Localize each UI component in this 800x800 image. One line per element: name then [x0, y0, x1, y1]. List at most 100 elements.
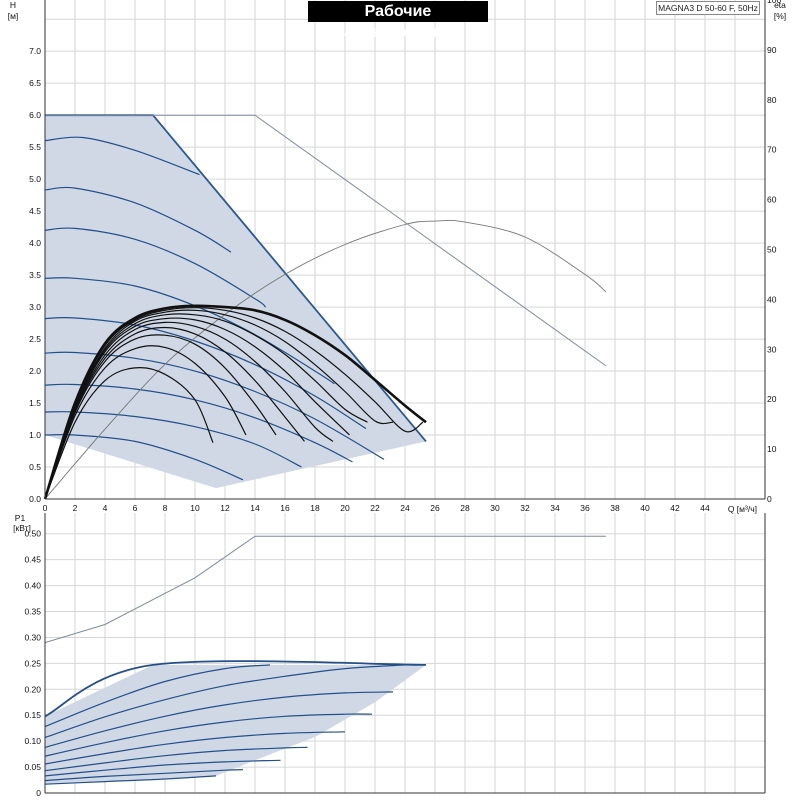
y-axis-label-power: P1 — [15, 513, 26, 523]
power-speed-curve — [44, 664, 271, 728]
x-tick-label: 8 — [163, 503, 168, 513]
eta-tick-label: 70 — [767, 145, 777, 155]
power-tick-label: 0.30 — [24, 632, 41, 642]
x-tick-label: 38 — [610, 503, 620, 513]
y-axis-unit-head: [м] — [8, 11, 19, 21]
x-tick-label: 20 — [340, 503, 350, 513]
power-tick-label: 0.35 — [24, 607, 41, 617]
head-tick-label: 4.5 — [29, 206, 41, 216]
chart-title: Рабочие характеристики — [308, 1, 488, 41]
x-tick-label: 26 — [430, 503, 440, 513]
head-system-curve — [44, 317, 350, 500]
head-tick-label: 3.5 — [29, 270, 41, 280]
power-tick-label: 0.10 — [24, 736, 41, 746]
x-tick-label: 42 — [670, 503, 680, 513]
eta-tick-label: 0 — [767, 494, 772, 504]
x-tick-label: 12 — [220, 503, 230, 513]
x-tick-label: 22 — [370, 503, 380, 513]
x-tick-label: 40 — [640, 503, 650, 513]
head-tick-label: 6.0 — [29, 110, 41, 120]
head-curves — [43, 114, 607, 500]
head-tick-label: 5.5 — [29, 142, 41, 152]
power-speed-curve — [44, 731, 346, 765]
eta-tick-label: 40 — [767, 294, 777, 304]
power-tick-label: 0.20 — [24, 684, 41, 694]
x-tick-label: 16 — [280, 503, 290, 513]
head-tick-label: 2.0 — [29, 366, 41, 376]
power-speed-curve — [44, 769, 244, 782]
head-speed-curve — [44, 136, 200, 176]
head-system-curve — [44, 309, 394, 500]
power-speed-curve — [44, 664, 406, 739]
eta-tick-label: 80 — [767, 95, 777, 105]
head-tick-label: 4.0 — [29, 238, 41, 248]
power-max-curve — [44, 535, 606, 644]
power-tick-label: 0.40 — [24, 581, 41, 591]
x-tick-label: 28 — [460, 503, 470, 513]
head-system-curve — [44, 326, 305, 500]
head-tick-label: 6.5 — [29, 78, 41, 88]
x-tick-label: 36 — [580, 503, 590, 513]
power-tick-label: 0 — [36, 788, 41, 798]
head-tick-label: 5.0 — [29, 174, 41, 184]
eta-tick-label: 60 — [767, 195, 777, 205]
head-tick-label: 3.0 — [29, 302, 41, 312]
x-tick-label: 34 — [550, 503, 560, 513]
tick-labels: 0 2 4 6 8 10 12 14 16 18 20 22 24 26 28 30 32 34 36 38 40 42 4… — [24, 0, 781, 798]
power-speed-curve — [44, 691, 394, 748]
x-tick-label: 44 — [700, 503, 710, 513]
x-tick-label: 4 — [103, 503, 108, 513]
head-tick-label: 0.5 — [29, 462, 41, 472]
x-tick-label: 2 — [73, 503, 78, 513]
power-tick-label: 0.15 — [24, 710, 41, 720]
x-axis-label-flow: Q [м³/ч] — [728, 504, 757, 514]
eta-tick-label: 100 — [767, 0, 781, 5]
head-speed-curve — [44, 317, 367, 430]
power-envelope — [45, 664, 426, 785]
head-tick-label: 1.0 — [29, 430, 41, 440]
power-tick-label: 0.05 — [24, 762, 41, 772]
eta-tick-label: 50 — [767, 245, 777, 255]
model-label: MAGNA3 D 50-60 F, 50Hz — [656, 1, 760, 15]
head-system-curve — [44, 334, 277, 500]
x-tick-label: 30 — [490, 503, 500, 513]
eta-tick-label: 30 — [767, 344, 777, 354]
head-tick-label: 7.0 — [29, 46, 41, 56]
x-tick-label: 24 — [400, 503, 410, 513]
x-tick-label: 6 — [133, 503, 138, 513]
head-speed-curve — [44, 351, 385, 460]
y2-axis-unit-eta: [%] — [774, 11, 786, 21]
head-system-curve — [44, 313, 368, 500]
x-tick-label: 14 — [250, 503, 260, 513]
eta-tick-label: 20 — [767, 394, 777, 404]
eta-tick-label: 90 — [767, 45, 777, 55]
x-tick-label: 32 — [520, 503, 530, 513]
power-tick-label: 0.50 — [24, 529, 41, 539]
power-tick-label: 0.45 — [24, 555, 41, 565]
y2-axis-label-eta: eta — [774, 0, 786, 10]
eta-curve — [44, 219, 607, 500]
power-speed-curve — [44, 713, 373, 757]
power-speed-curve — [44, 775, 217, 785]
head-max-curve — [45, 114, 607, 367]
y-axis-unit-power: [кВт] — [13, 523, 31, 533]
x-tick-label: 0 — [43, 503, 48, 513]
power-speed-curve — [44, 746, 308, 772]
head-system-curve — [44, 321, 334, 500]
x-tick-label: 18 — [310, 503, 320, 513]
y-axis-label-head: H — [10, 0, 16, 10]
head-system-curve — [43, 304, 427, 500]
head-speed-curve — [44, 227, 266, 308]
head-envelope — [45, 115, 426, 489]
power-speed-curve — [44, 660, 427, 718]
x-tick-label: 10 — [190, 503, 200, 513]
head-speed-curve — [44, 186, 232, 253]
head-tick-label: 0.0 — [29, 494, 41, 504]
eta-tick-label: 10 — [767, 444, 777, 454]
axes — [44, 0, 766, 794]
head-system-curve — [44, 345, 247, 500]
power-tick-label: 0.25 — [24, 658, 41, 668]
axis-labels: H [м] eta [%] Q [м³/ч] P1 [кВт] — [8, 0, 786, 533]
power-speed-curve — [44, 759, 281, 777]
